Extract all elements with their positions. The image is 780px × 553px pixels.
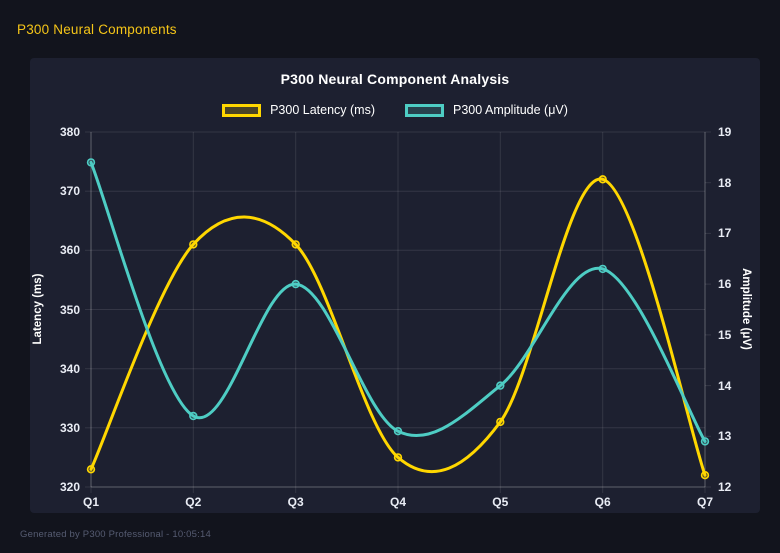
y-tick-label-left: 350	[59, 302, 80, 317]
y-tick-label-right: 12	[718, 480, 732, 494]
y-tick-label-right: 15	[718, 327, 732, 342]
y-tick-label-right: 17	[718, 226, 732, 241]
y-tick-label-right: 16	[718, 277, 732, 292]
y-tick-label-right: 14	[718, 378, 732, 393]
chart-panel: P300 Neural Component Analysis P300 Late…	[30, 58, 760, 513]
footer-status: Generated by P300 Professional - 10:05:1…	[20, 529, 211, 540]
y-tick-label-left: 320	[59, 480, 80, 494]
y-tick-label-right: 18	[718, 175, 732, 190]
left-axis-title: Latency (ms)	[32, 273, 44, 345]
legend-label: P300 Latency (ms)	[270, 103, 375, 117]
x-tick-label: Q2	[185, 495, 202, 509]
legend-swatch-amplitude	[405, 103, 444, 117]
x-tick-label: Q3	[287, 495, 304, 509]
x-tick-label: Q7	[696, 495, 714, 509]
legend-item-amplitude[interactable]: P300 Amplitude (μV)	[405, 103, 568, 117]
chart-title: P300 Neural Component Analysis	[280, 71, 510, 87]
y-tick-label-left: 370	[59, 184, 80, 199]
x-tick-label: Q1	[82, 495, 100, 509]
legend-swatch-latency	[222, 103, 262, 117]
x-tick-label: Q6	[594, 495, 611, 509]
y-tick-label-left: 380	[59, 125, 80, 139]
x-tick-label: Q5	[492, 495, 509, 509]
chart-legend: P300 Latency (ms) P300 Amplitude (μV)	[30, 102, 760, 118]
y-tick-label-right: 19	[718, 125, 732, 139]
x-tick-label: Q4	[389, 495, 407, 509]
y-tick-label-left: 340	[59, 361, 80, 376]
y-tick-label-right: 13	[718, 429, 732, 444]
page-title: P300 Neural Components	[17, 22, 177, 37]
legend-label: P300 Amplitude (μV)	[453, 103, 568, 117]
y-tick-label-left: 330	[59, 420, 80, 435]
y-tick-label-left: 360	[59, 243, 80, 258]
legend-item-latency[interactable]: P300 Latency (ms)	[222, 103, 375, 117]
right-axis-title: Amplitude (μV)	[740, 268, 752, 350]
